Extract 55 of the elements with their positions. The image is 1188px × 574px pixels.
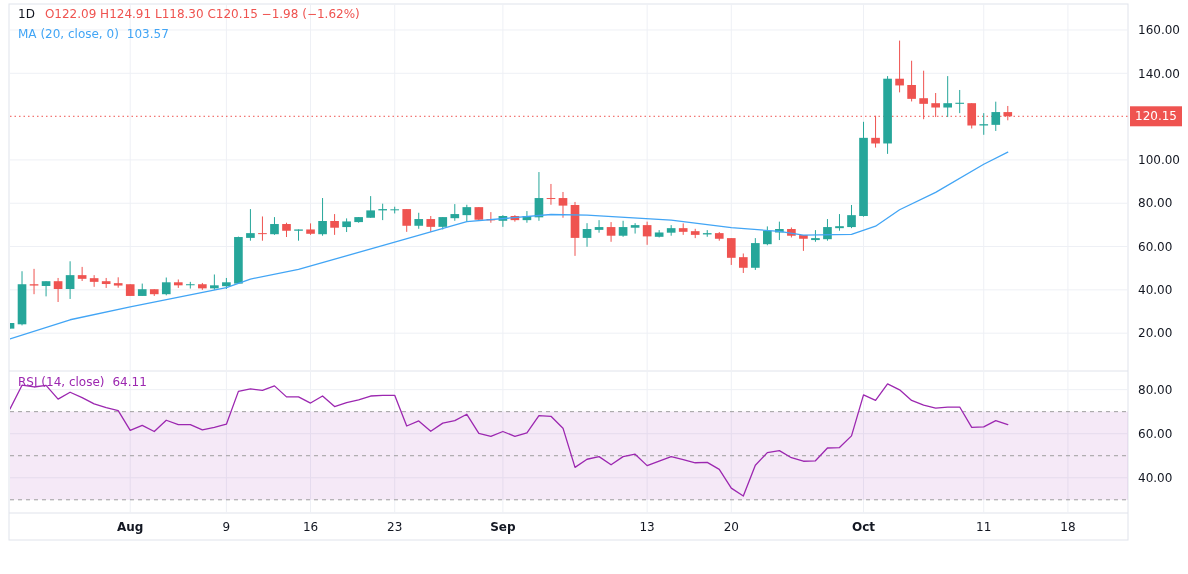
candlestick (895, 40, 904, 93)
candlestick (258, 215, 267, 242)
candlestick (246, 208, 255, 242)
x-tick-label: Sep (490, 520, 516, 534)
x-tick-label: Aug (117, 520, 144, 534)
y-tick-label: 80.00 (1138, 196, 1173, 211)
candlestick (53, 277, 63, 303)
candlestick (77, 266, 87, 282)
y-tick-label: 100.00 (1138, 153, 1180, 168)
ref-line-label: 120.15 (1135, 109, 1177, 124)
text: MA (20, close, 0) (18, 27, 119, 41)
candlestick (41, 280, 51, 297)
x-tick-label: 9 (222, 520, 231, 534)
candlestick (847, 204, 856, 229)
x-tick-label: 11 (976, 520, 992, 534)
y-tick-label: 60.00 (1138, 239, 1173, 254)
annotation: 103.57 (126, 27, 169, 41)
candlestick (606, 221, 616, 243)
candlestick (907, 60, 916, 102)
candlestick (738, 252, 748, 274)
candlestick (763, 225, 772, 246)
series-label: RSI (14, close) (18, 375, 105, 389)
annotation: 64.11 (112, 375, 147, 389)
chart-title: 1D (18, 7, 35, 21)
y-tick-label: 60.00 (1138, 426, 1173, 441)
line-series (10, 151, 1009, 340)
candlestick (594, 219, 604, 234)
candlestick (630, 222, 640, 235)
annotation: O122.09 H124.91 L118.30 C120.15 −1.98 (−1.62%) (44, 7, 360, 21)
y-tick-label: 20.00 (1138, 326, 1173, 341)
candlestick (991, 101, 1001, 132)
x-tick-label: 18 (1060, 520, 1076, 534)
candlestick (642, 221, 652, 246)
candlestick (402, 208, 412, 233)
candlestick (582, 222, 592, 248)
y-tick-label: 140.00 (1138, 66, 1180, 81)
x-tick-label: 23 (387, 520, 403, 534)
y-tick-label: 160.00 (1138, 23, 1180, 38)
candlestick (318, 197, 327, 237)
y-tick-label: 40.00 (1138, 283, 1173, 298)
x-tick-label: Oct (852, 520, 876, 534)
candlestick (330, 213, 339, 236)
y-tick-label: 40.00 (1138, 470, 1173, 485)
candlestick (726, 237, 736, 266)
candlestick (943, 75, 953, 118)
x-tick-label: 20 (723, 520, 739, 534)
y-tick-label: 80.00 (1138, 382, 1173, 397)
candlestick (65, 260, 75, 300)
candlestick (558, 191, 568, 219)
candlestick (955, 89, 965, 114)
candlestick (294, 228, 303, 242)
candlestick (29, 268, 39, 295)
candlestick (366, 195, 375, 219)
x-tick-label: 16 (302, 520, 319, 534)
x-tick-label: 13 (639, 520, 655, 534)
